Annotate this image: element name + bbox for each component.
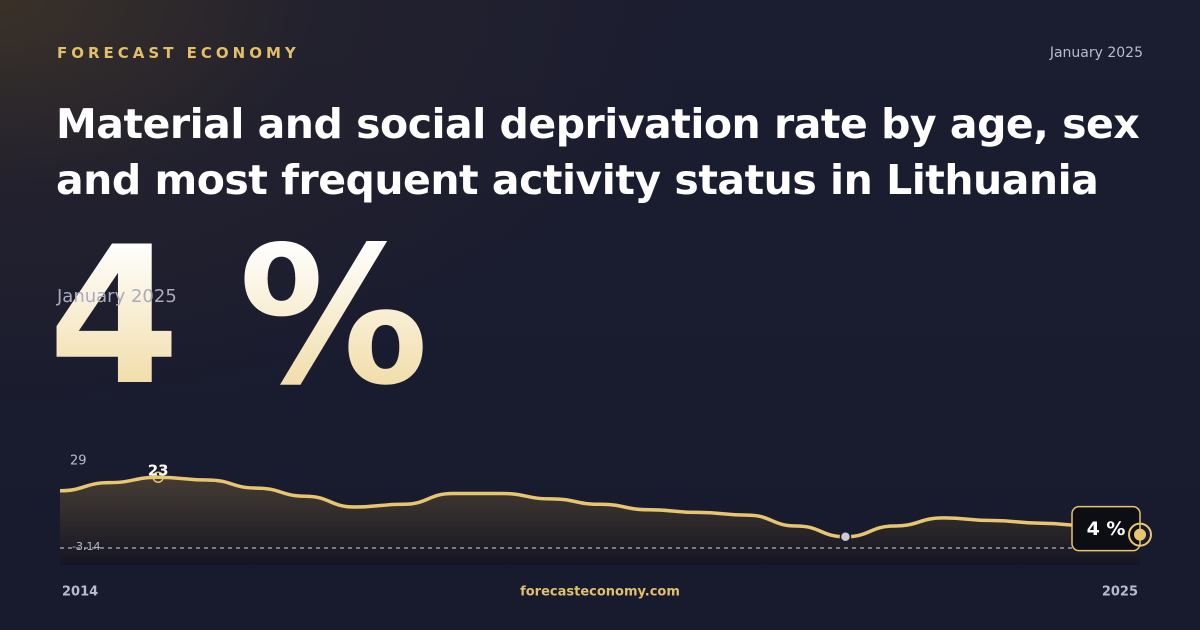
- y-tick-label: -3.14: [72, 540, 100, 553]
- x-tick-label: 2014: [62, 585, 98, 600]
- title: Material and social deprivation rate by …: [56, 100, 1140, 204]
- min-point: [839, 531, 852, 543]
- x-tick-label: 2025: [1102, 585, 1138, 600]
- line: [59, 475, 1141, 539]
- area-fill: [60, 477, 1140, 565]
- peak-point: [152, 471, 164, 483]
- end-halo: [1128, 522, 1152, 547]
- y-tick-label: 29: [70, 454, 87, 469]
- headline-date: January 2025: [57, 286, 177, 307]
- date: January 2025: [1049, 45, 1143, 61]
- peak-label: 23: [148, 462, 169, 480]
- end-label: 4 %: [1087, 518, 1126, 540]
- headline-value: 4 %: [48, 206, 429, 427]
- footer: forecasteconomy.com: [520, 585, 680, 600]
- end-point: [1134, 528, 1146, 541]
- brand: FORECAST ECONOMY: [57, 44, 300, 62]
